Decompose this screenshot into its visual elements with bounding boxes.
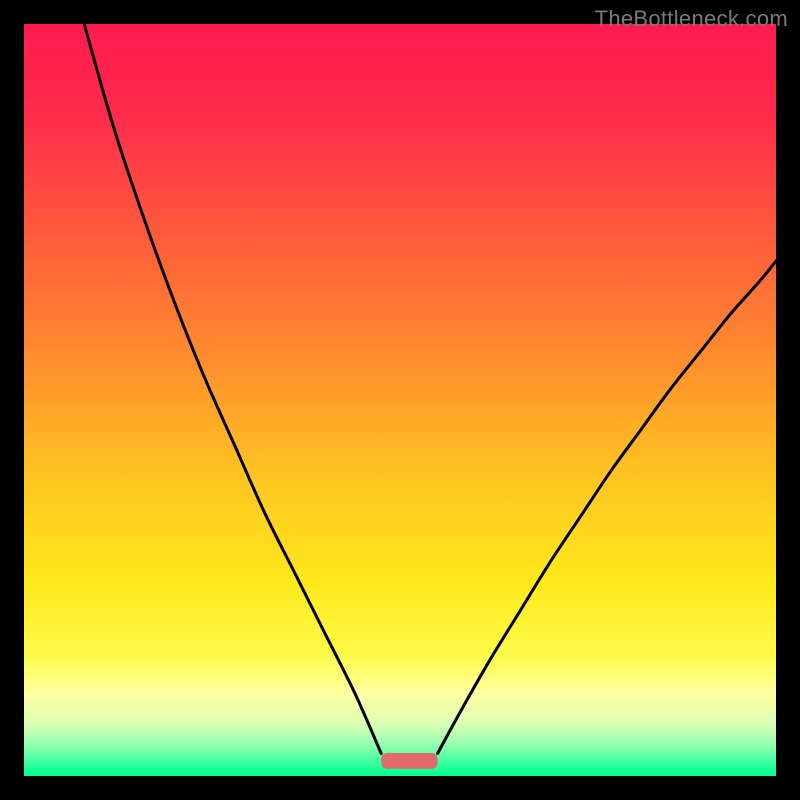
- optimal-marker: [381, 753, 437, 769]
- bottleneck-chart: [0, 0, 800, 800]
- watermark-text: TheBottleneck.com: [595, 6, 788, 32]
